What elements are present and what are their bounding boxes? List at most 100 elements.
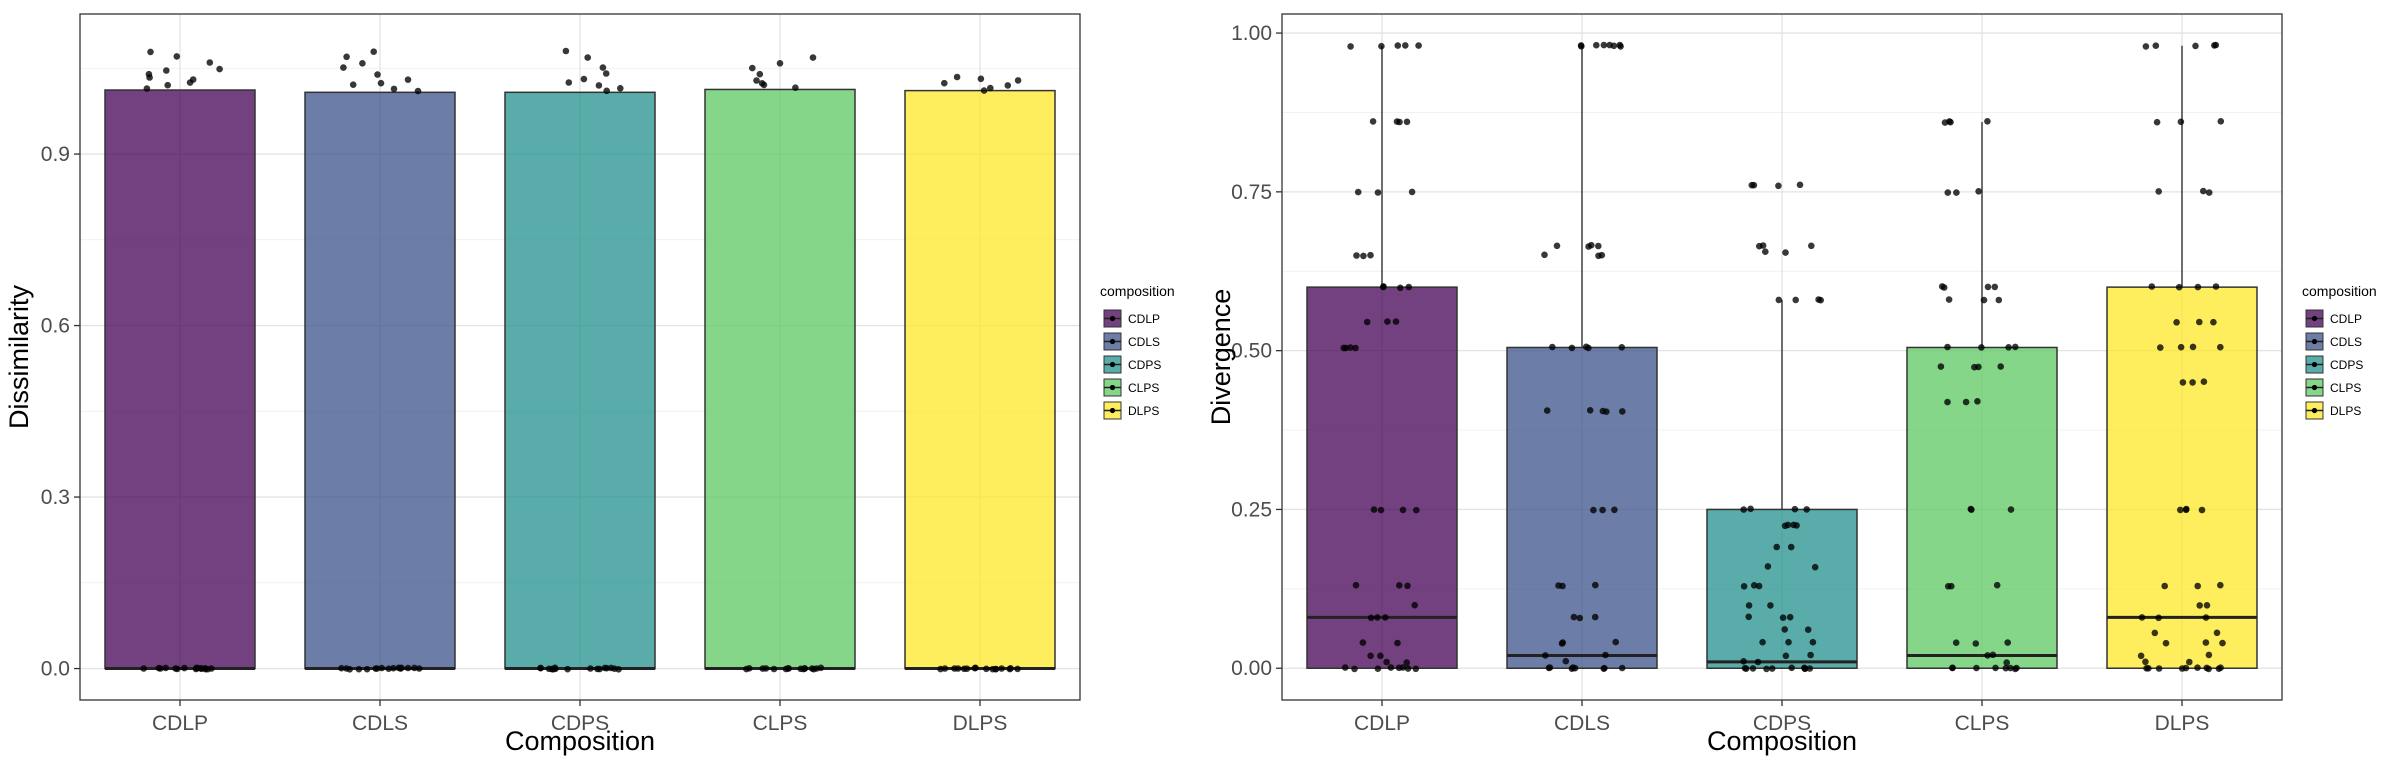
data-point [1541, 251, 1548, 259]
right-points-dlps [2137, 41, 2226, 673]
data-point [1593, 41, 1600, 49]
box-body [2106, 286, 2258, 669]
data-point [157, 665, 164, 672]
right-x-tick-label: DLPS [2155, 712, 2210, 735]
data-point [2198, 506, 2206, 514]
data-point [1740, 506, 1747, 513]
data-point [1949, 664, 1956, 672]
box-body [104, 89, 256, 670]
left-box-cdps [504, 91, 656, 671]
data-point [1779, 614, 1787, 621]
data-point [172, 665, 179, 672]
data-point [202, 665, 209, 673]
data-point [1384, 318, 1391, 325]
data-point [1747, 505, 1754, 513]
data-point [1762, 248, 1769, 255]
data-point [2213, 629, 2221, 637]
data-point [1803, 506, 1810, 513]
data-point [2002, 664, 2010, 672]
data-point [1396, 118, 1403, 126]
data-point [1785, 638, 1792, 646]
data-point [2155, 188, 2162, 195]
data-point [2177, 506, 2184, 514]
legend-key-point [1109, 407, 1116, 414]
data-point [971, 664, 979, 672]
data-point [2189, 379, 2196, 386]
legend-item-dlps: DLPS [1103, 401, 1159, 420]
data-point [346, 666, 354, 673]
left-x-tick-label: CDPS [551, 712, 609, 735]
data-point [1404, 665, 1412, 672]
data-point [2217, 343, 2224, 351]
data-point [1764, 563, 1772, 570]
data-point [2157, 344, 2164, 351]
right-panel: 0.00 0.25 0.50 0.75 1.00 CDLP CDLS CDPS CLPS DLPS… [1206, 13, 2377, 756]
left-points-cdlp [140, 48, 223, 673]
data-point [792, 84, 799, 91]
legend-key-point [2311, 315, 2318, 322]
left-y-tick-label: 0.0 [41, 658, 70, 681]
data-point [2012, 343, 2019, 351]
legend-title: composition [2302, 283, 2377, 299]
data-point [784, 665, 792, 672]
data-point [758, 80, 766, 87]
legend-label: CDPS [1128, 358, 1161, 372]
data-point [2215, 665, 2223, 672]
data-point [2151, 629, 2159, 637]
data-point [2007, 506, 2015, 513]
data-point [2217, 118, 2225, 125]
data-point [1980, 296, 1988, 304]
data-point [363, 665, 371, 673]
data-point [1543, 407, 1551, 414]
data-point [1599, 506, 1606, 514]
legend-item-clps: CLPS [2305, 378, 2361, 397]
left-y-tick-label: 0.6 [41, 315, 70, 338]
data-point [1740, 583, 1748, 590]
data-point [1568, 665, 1576, 672]
data-point [2175, 283, 2183, 291]
data-point [2200, 378, 2208, 386]
data-point [1995, 296, 2003, 304]
data-point [977, 75, 985, 83]
data-point [580, 75, 588, 83]
legend-key-point [2311, 361, 2318, 368]
legend-title: composition [1100, 283, 1175, 299]
data-point [1997, 363, 2004, 370]
data-point [1403, 659, 1410, 666]
right-y-axis-title: Divergence [1206, 289, 1236, 426]
data-point [2211, 42, 2218, 49]
legend-item-cdlp: CDLP [1103, 309, 1160, 328]
data-point [181, 664, 188, 672]
data-point [1792, 296, 1799, 304]
data-point [1360, 252, 1367, 260]
data-point [2177, 343, 2185, 351]
right-points-cdps [1740, 181, 1824, 673]
data-point [1974, 398, 1981, 405]
data-point [562, 47, 570, 55]
legend-item-cdlp: CDLP [2305, 309, 2362, 328]
data-point [980, 87, 988, 94]
data-point [1578, 43, 1585, 50]
data-point [1369, 118, 1377, 125]
data-point [1347, 43, 1354, 50]
data-point [1788, 664, 1795, 672]
left-x-axis-title: Composition [505, 726, 655, 756]
data-point [2186, 658, 2193, 666]
left-x-tick-label: CDLS [352, 712, 408, 735]
data-point [1962, 398, 1970, 406]
left-points-dlps [937, 73, 1022, 673]
data-point [1367, 614, 1375, 622]
legend-label: CDPS [2330, 358, 2363, 372]
right-box-cdlp [1306, 45, 1458, 669]
data-point [359, 60, 366, 67]
box-body [1306, 286, 1458, 669]
data-point [1377, 506, 1385, 514]
data-point [1007, 665, 1014, 672]
right-x-tick-label: CDLP [1354, 712, 1410, 735]
data-point [1741, 664, 1749, 672]
data-point [2217, 581, 2224, 589]
data-point [415, 665, 423, 672]
legend-key-point [2311, 384, 2318, 391]
data-point [2192, 42, 2199, 50]
